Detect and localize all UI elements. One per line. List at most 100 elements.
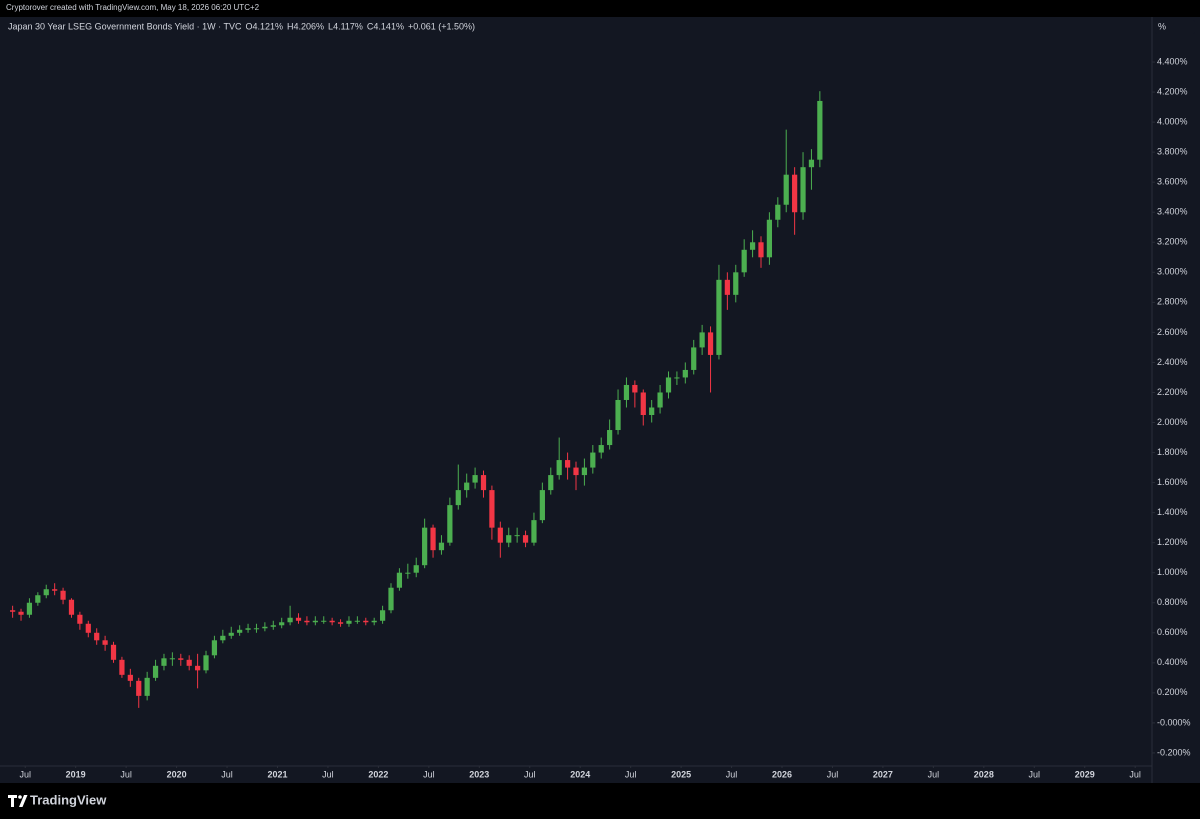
- candle-body: [447, 505, 453, 543]
- ohlc-legend: O 4.121% H 4.206% L 4.117% C 4.141% +0.061 (+1.5…: [245, 21, 475, 31]
- candle-body: [581, 467, 588, 476]
- candle-body: [354, 620, 360, 622]
- candle-body: [178, 658, 184, 660]
- x-tick-label: Jul: [524, 769, 536, 779]
- y-tick-label: 4.000%: [1157, 117, 1188, 127]
- candle-body: [161, 658, 167, 666]
- x-tick-label: 2028: [974, 769, 994, 779]
- candle-body: [657, 392, 663, 408]
- x-tick-label: Jul: [1029, 769, 1041, 779]
- y-tick-label: 1.800%: [1157, 447, 1188, 457]
- candle-body: [413, 565, 419, 573]
- x-tick-label: Jul: [827, 769, 839, 779]
- candle-body: [464, 482, 470, 491]
- candle-body: [573, 467, 579, 476]
- candle-body: [775, 204, 781, 220]
- candle-body: [615, 399, 621, 431]
- candle-body: [741, 249, 747, 273]
- candle-body: [506, 535, 512, 543]
- unit-label: %: [1158, 21, 1166, 31]
- candle-body: [649, 407, 655, 416]
- y-tick-label: 1.200%: [1157, 537, 1188, 547]
- candle-body: [144, 677, 150, 696]
- candle-body: [228, 632, 234, 636]
- candle-body: [758, 242, 764, 258]
- candle-body: [808, 159, 815, 168]
- ohlc-key: O: [245, 21, 252, 31]
- candle-body: [346, 620, 352, 624]
- x-tick-label: 2021: [267, 769, 287, 779]
- candle-body: [52, 589, 58, 591]
- candle-body: [363, 620, 369, 623]
- y-tick-label: 4.400%: [1157, 56, 1188, 66]
- logo-icon: [8, 795, 28, 807]
- candle-body: [733, 272, 739, 295]
- candle-body: [766, 219, 773, 258]
- candle-body: [531, 520, 537, 543]
- x-tick-label: Jul: [928, 769, 940, 779]
- candle-body: [699, 332, 705, 348]
- y-tick-label: 2.200%: [1157, 387, 1188, 397]
- y-tick-label: -0.200%: [1157, 747, 1191, 757]
- y-tick-label: 4.200%: [1157, 86, 1188, 96]
- candle-body: [800, 167, 806, 213]
- candle-body: [26, 602, 33, 615]
- candle-body: [455, 490, 461, 506]
- candle-body: [489, 490, 495, 528]
- candle-body: [253, 628, 260, 630]
- candle-body: [817, 100, 823, 160]
- candle-body: [430, 527, 436, 551]
- ohlc-key: L: [328, 21, 333, 31]
- candle-body: [522, 535, 529, 543]
- y-tick-label: 3.800%: [1157, 147, 1188, 157]
- candle-body: [548, 475, 554, 491]
- chart-title: Japan 30 Year LSEG Government Bonds Yiel…: [8, 21, 242, 31]
- brand-name: TradingView: [30, 792, 107, 807]
- y-tick-label: 2.800%: [1157, 297, 1188, 307]
- candle-body: [270, 625, 276, 627]
- candle-body: [329, 620, 335, 623]
- candle-body: [211, 640, 218, 656]
- y-tick-label: 3.200%: [1157, 237, 1188, 247]
- candle-body: [371, 620, 377, 623]
- candle-body: [707, 332, 714, 355]
- y-tick-label: 0.200%: [1157, 687, 1188, 697]
- candle-body: [623, 384, 630, 400]
- y-tick-label: 0.400%: [1157, 657, 1188, 667]
- x-tick-label: 2022: [368, 769, 388, 779]
- candle-body: [632, 384, 638, 393]
- candle-body: [640, 392, 646, 416]
- x-tick-label: 2020: [167, 769, 187, 779]
- candle-body: [539, 490, 545, 521]
- y-tick-label: 3.400%: [1157, 207, 1188, 217]
- candle-body: [110, 644, 117, 660]
- y-tick-label: 2.600%: [1157, 327, 1188, 337]
- candle-body: [379, 610, 386, 621]
- x-tick-label: 2026: [772, 769, 792, 779]
- ohlc-key: C: [367, 21, 374, 31]
- candle-body: [497, 527, 503, 543]
- candle-body: [77, 614, 83, 624]
- y-tick-label: 0.800%: [1157, 597, 1188, 607]
- y-tick-label: 1.600%: [1157, 477, 1188, 487]
- candle-body: [85, 623, 91, 633]
- candle-body: [783, 174, 789, 205]
- change: +0.061 (+1.50%): [408, 21, 475, 31]
- x-tick-label: 2027: [873, 769, 893, 779]
- candle-body: [337, 622, 344, 624]
- unit-box: [1155, 20, 1195, 34]
- candle-body: [724, 279, 730, 295]
- candle-body: [10, 610, 16, 612]
- y-tick-label: 2.000%: [1157, 417, 1188, 427]
- candle-body: [607, 430, 613, 446]
- x-tick-label: 2023: [469, 769, 489, 779]
- candle-body: [405, 572, 411, 574]
- candle-body: [590, 452, 596, 468]
- y-tick-label: 0.600%: [1157, 627, 1188, 637]
- x-tick-label: 2024: [570, 769, 590, 779]
- y-tick-label: 2.400%: [1157, 357, 1188, 367]
- candle-body: [245, 628, 251, 630]
- candle-body: [665, 377, 672, 393]
- x-tick-label: 2029: [1075, 769, 1095, 779]
